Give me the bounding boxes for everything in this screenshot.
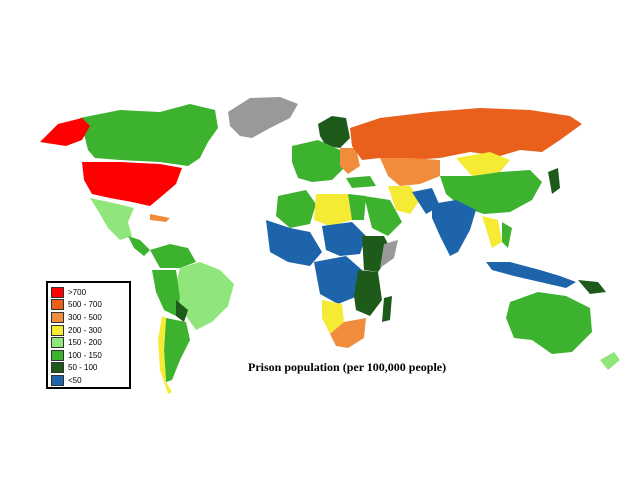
region-madagascar (382, 296, 392, 322)
region-western-europe (292, 140, 346, 182)
region-caribbean (150, 214, 170, 222)
region-greenland (228, 97, 298, 138)
region-sahel (322, 222, 366, 256)
region-central-africa (314, 256, 362, 304)
legend-label: 200 - 300 (68, 325, 102, 335)
region-japan (548, 168, 560, 194)
region-angola-namibia (322, 300, 344, 334)
region-usa (82, 162, 182, 206)
region-colombia-venezuela (150, 244, 196, 268)
region-somalia (380, 240, 398, 268)
region-argentina (164, 318, 190, 382)
legend-swatch (51, 311, 64, 323)
legend-label: 50 - 100 (68, 363, 98, 373)
region-russia (350, 108, 582, 160)
map-legend: >700 500 - 700 300 - 500 200 - 300 150 - 200… (46, 281, 131, 389)
region-mexico (90, 198, 134, 240)
region-south-africa (330, 318, 366, 348)
legend-swatch (51, 362, 64, 374)
region-india (432, 200, 476, 256)
legend-label: 150 - 200 (68, 338, 102, 348)
legend-label: >700 (68, 287, 87, 297)
legend-swatch (51, 349, 64, 361)
legend-label: <50 (68, 375, 82, 385)
legend-label: 100 - 150 (68, 350, 102, 360)
legend-item: >700 (51, 286, 129, 299)
region-chile (158, 316, 172, 394)
legend-swatch (51, 324, 64, 336)
legend-swatch (51, 299, 64, 311)
region-libya (314, 194, 352, 226)
region-iran (388, 186, 420, 214)
region-canada (80, 104, 218, 166)
region-brazil (176, 262, 234, 330)
legend-label: 500 - 700 (68, 300, 102, 310)
region-turkey (346, 176, 376, 188)
map-title: Prison population (per 100,000 people) (248, 360, 447, 374)
legend-item: 50 - 100 (51, 362, 129, 375)
region-new-zealand (600, 352, 620, 370)
legend-item: <50 (51, 374, 129, 387)
legend-item: 200 - 300 (51, 324, 129, 337)
region-north-africa-west (276, 190, 316, 228)
region-scandinavia (318, 116, 350, 148)
legend-swatch (51, 374, 64, 386)
region-peru-bolivia (152, 270, 180, 316)
region-china (440, 170, 542, 214)
region-papua (578, 280, 606, 294)
legend-item: 300 - 500 (51, 311, 129, 324)
region-indochina (482, 216, 502, 248)
legend-item: 500 - 700 (51, 299, 129, 312)
region-alaska (40, 118, 90, 146)
legend-item: 100 - 150 (51, 349, 129, 362)
region-southern-africa-east (354, 270, 382, 316)
region-arabia (364, 196, 402, 236)
legend-swatch (51, 337, 64, 349)
region-eastern-europe (340, 148, 360, 174)
region-central-america (128, 236, 150, 256)
legend-item: 150 - 200 (51, 336, 129, 349)
region-indonesia (486, 262, 576, 288)
region-mongolia (456, 152, 510, 176)
region-kazakhstan (380, 158, 440, 186)
region-egypt (348, 194, 366, 220)
region-paraguay (176, 300, 188, 322)
region-australia (506, 292, 592, 354)
legend-swatch (51, 286, 64, 298)
region-west-africa (266, 220, 322, 266)
legend-label: 300 - 500 (68, 312, 102, 322)
region-vietnam (502, 222, 512, 248)
